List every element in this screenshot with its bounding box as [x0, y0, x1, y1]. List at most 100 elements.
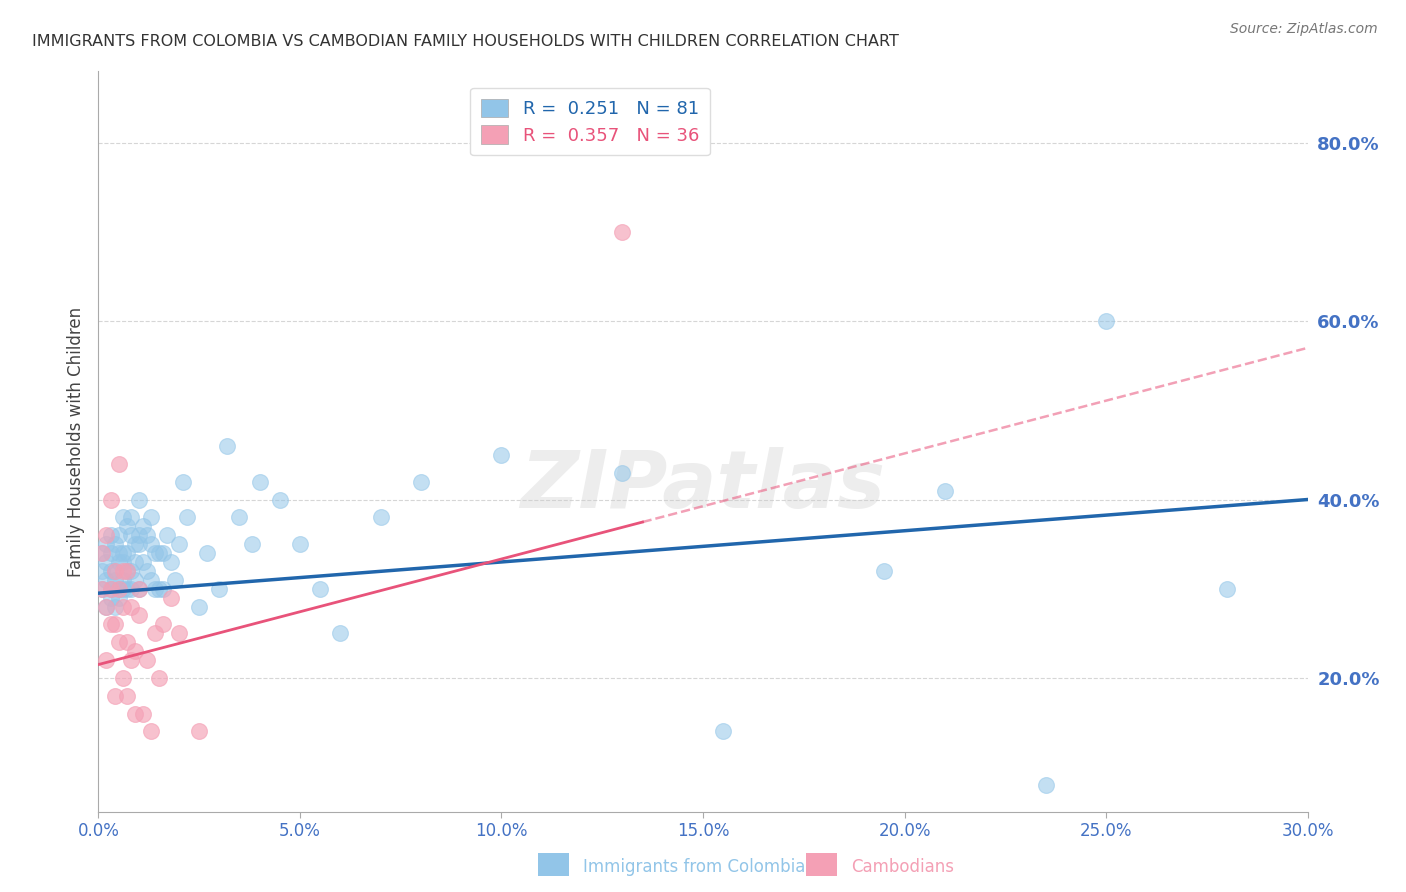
Text: Immigrants from Colombia: Immigrants from Colombia: [583, 858, 806, 876]
Point: [152, 546, 174, 560]
Point: [124, 706, 146, 721]
Point: [103, 599, 125, 614]
Point: [100, 591, 122, 605]
Point: [139, 510, 162, 524]
Point: [103, 537, 125, 551]
Point: [124, 555, 146, 569]
Point: [96, 555, 118, 569]
Text: Cambodians: Cambodians: [851, 858, 953, 876]
Point: [128, 537, 150, 551]
Point: [100, 564, 122, 578]
Point: [934, 483, 956, 498]
Text: ZIPatlas: ZIPatlas: [520, 447, 886, 525]
Point: [91, 582, 114, 596]
Point: [135, 564, 157, 578]
Point: [148, 671, 170, 685]
Point: [120, 510, 142, 524]
Point: [124, 573, 146, 587]
Point: [249, 475, 271, 489]
Point: [711, 724, 734, 739]
Point: [612, 225, 634, 239]
Point: [91, 582, 114, 596]
Point: [91, 546, 114, 560]
Point: [96, 599, 118, 614]
Point: [208, 582, 231, 596]
Point: [103, 564, 125, 578]
Point: [172, 475, 194, 489]
Point: [128, 528, 150, 542]
Point: [111, 573, 134, 587]
Y-axis label: Family Households with Children: Family Households with Children: [66, 307, 84, 576]
Point: [128, 492, 150, 507]
Point: [111, 555, 134, 569]
Point: [107, 555, 129, 569]
Point: [96, 599, 118, 614]
Point: [143, 626, 166, 640]
Point: [111, 599, 134, 614]
Point: [132, 706, 155, 721]
Point: [96, 573, 118, 587]
Point: [103, 573, 125, 587]
Point: [139, 537, 162, 551]
Point: [115, 564, 138, 578]
Point: [188, 599, 211, 614]
Point: [115, 582, 138, 596]
Point: [120, 528, 142, 542]
Point: [111, 582, 134, 596]
Point: [91, 564, 114, 578]
Point: [167, 626, 190, 640]
Text: IMMIGRANTS FROM COLOMBIA VS CAMBODIAN FAMILY HOUSEHOLDS WITH CHILDREN CORRELATIO: IMMIGRANTS FROM COLOMBIA VS CAMBODIAN FA…: [32, 35, 898, 49]
Point: [135, 653, 157, 667]
Point: [96, 528, 118, 542]
Point: [148, 546, 170, 560]
Point: [128, 582, 150, 596]
Point: [115, 564, 138, 578]
Point: [612, 466, 634, 480]
Point: [370, 510, 392, 524]
Point: [176, 510, 198, 524]
Point: [228, 510, 250, 524]
Point: [288, 537, 311, 551]
Point: [160, 591, 183, 605]
Point: [160, 555, 183, 569]
Legend: R =  0.251   N = 81, R =  0.357   N = 36: R = 0.251 N = 81, R = 0.357 N = 36: [470, 87, 710, 155]
Point: [107, 582, 129, 596]
Point: [1216, 582, 1239, 596]
Point: [100, 528, 122, 542]
Point: [100, 617, 122, 632]
Point: [107, 528, 129, 542]
Point: [100, 492, 122, 507]
Point: [195, 546, 218, 560]
Point: [873, 564, 896, 578]
Point: [309, 582, 332, 596]
Point: [240, 537, 263, 551]
Point: [167, 537, 190, 551]
Point: [124, 644, 146, 658]
Point: [115, 519, 138, 533]
Point: [107, 591, 129, 605]
Point: [143, 582, 166, 596]
Point: [217, 439, 239, 453]
Point: [120, 564, 142, 578]
Point: [115, 689, 138, 703]
Point: [100, 546, 122, 560]
Point: [1035, 778, 1057, 792]
Point: [491, 448, 513, 462]
Point: [124, 537, 146, 551]
Point: [409, 475, 432, 489]
Point: [115, 635, 138, 649]
Point: [111, 671, 134, 685]
Point: [132, 555, 155, 569]
Point: [111, 564, 134, 578]
Point: [107, 635, 129, 649]
Point: [139, 724, 162, 739]
Point: [163, 573, 186, 587]
Point: [115, 546, 138, 560]
Point: [188, 724, 211, 739]
Point: [91, 546, 114, 560]
Point: [111, 546, 134, 560]
Point: [96, 653, 118, 667]
Point: [1095, 314, 1118, 328]
Point: [103, 564, 125, 578]
Point: [128, 582, 150, 596]
